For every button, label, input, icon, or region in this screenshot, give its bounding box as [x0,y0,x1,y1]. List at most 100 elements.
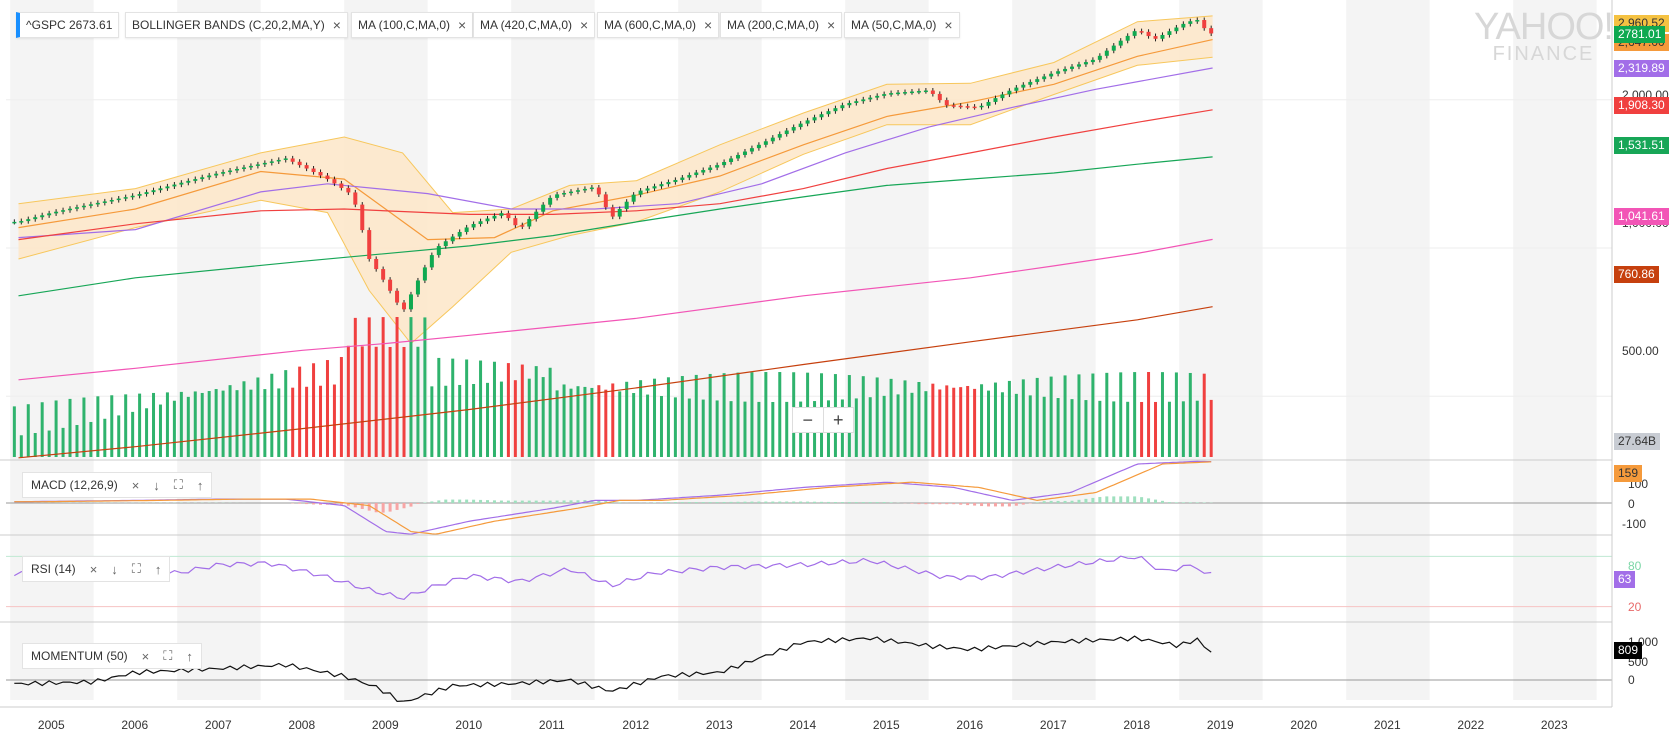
candle-body [255,164,260,166]
close-icon[interactable]: × [944,17,953,33]
momentum-chip[interactable]: MOMENTUM (50) × ⛶ ↑ [22,643,202,669]
expand-icon[interactable]: ⛶ [173,477,183,492]
zoom-in-button[interactable]: + [832,409,844,430]
arrow-up-icon[interactable]: ↑ [196,477,204,493]
volume-bar [256,377,260,457]
volume-bar [903,380,907,457]
indicator-chip-ma200[interactable]: MA (200,C,MA,0) × [720,12,843,38]
candle-body [47,213,52,216]
expand-icon[interactable]: ⛶ [131,561,141,576]
volume-bar [1147,372,1151,457]
volume-bar [305,386,309,457]
volume-bar [479,360,483,457]
arrow-down-icon[interactable]: ↓ [153,477,160,493]
volume-bar [68,398,72,457]
macd-histogram-bar [938,503,942,505]
close-icon[interactable]: × [89,561,98,577]
candle-body [374,258,379,270]
x-tick-label: 2014 [789,718,817,732]
macd-histogram-bar [833,502,837,503]
candle-body [972,106,977,109]
volume-bar [89,421,93,457]
year-band [1179,0,1263,700]
macd-histogram-bar [1195,502,1199,503]
macd-histogram-bar [360,503,364,509]
arrow-up-icon[interactable]: ↑ [186,648,193,664]
macd-histogram-bar [332,503,336,505]
indicator-label: MA (100,C,MA,0) [358,18,451,32]
zoom-control[interactable]: − + [792,407,854,433]
macd-histogram-bar [987,503,991,507]
yahoo-finance-logo: YAHOO! FINANCE [1474,8,1614,64]
macd-histogram-bar [1147,498,1151,503]
volume-bar [597,385,601,457]
candle-body [1104,50,1109,56]
volume-bar [465,359,469,457]
expand-icon[interactable]: ⛶ [163,648,173,663]
arrow-up-icon[interactable]: ↑ [154,561,162,577]
volume-bar [952,387,956,457]
indicator-chip-ma100[interactable]: MA (100,C,MA,0) × [351,12,474,38]
volume-bar [959,387,963,457]
candle-body [1125,35,1130,41]
close-icon[interactable]: × [704,17,713,33]
close-icon[interactable]: × [141,648,150,664]
macd-histogram-bar [618,502,622,503]
candle-body [61,210,66,212]
rsi-axis-20: 20 [1628,600,1642,614]
symbol-chip[interactable]: ^GSPC 2673.61 [16,12,120,38]
volume-bar [757,401,761,457]
close-icon[interactable]: × [458,17,467,33]
close-icon[interactable]: × [827,17,836,33]
macd-histogram-bar [1119,496,1123,503]
candle-body [833,108,838,112]
indicator-chip-bollinger[interactable]: BOLLINGER BANDS (C,20,2,MA,Y) × [125,12,348,38]
volume-bar [722,373,726,457]
volume-bar [47,430,51,457]
candle-body [346,187,351,193]
candle-body [388,279,393,291]
volume-bar [1174,372,1178,457]
volume-bar [743,401,747,457]
volume-bar [430,386,434,457]
macd-histogram-bar [479,499,483,503]
close-icon[interactable]: × [332,17,341,33]
close-icon[interactable]: × [580,17,589,33]
volume-bar [625,381,629,457]
macd-histogram-bar [597,500,601,503]
volume-bar [708,373,712,457]
candle-body [172,184,177,187]
candle-body [443,241,448,247]
macd-histogram-bar [583,500,587,503]
candle-body [158,188,163,191]
candle-body [339,183,344,188]
zoom-out-button[interactable]: − [793,408,824,432]
candle-body [805,120,810,124]
x-tick-label: 2006 [121,718,149,732]
candle-body [645,188,650,191]
volume-bar [666,377,670,457]
macd-chip[interactable]: MACD (12,26,9) × ↓ ⛶ ↑ [22,472,213,498]
candle-body [763,141,768,145]
volume-bar [736,372,740,457]
candle-body [297,161,302,166]
volume-bar [987,390,991,457]
candle-body [1181,23,1186,28]
rsi-chip[interactable]: RSI (14) × ↓ ⛶ ↑ [22,556,171,582]
indicator-chip-ma420[interactable]: MA (420,C,MA,0) × [473,12,596,38]
close-icon[interactable]: × [131,477,140,493]
volume-bar [1042,396,1046,457]
macd-histogram-bar [1140,497,1144,503]
candle-body [221,172,226,174]
macd-histogram-bar [715,502,719,503]
year-band [10,0,94,700]
candle-body [54,211,59,214]
indicator-chip-ma600[interactable]: MA (600,C,MA,0) × [597,12,720,38]
volume-bar [1119,372,1123,457]
volume-bar [1160,372,1164,457]
candle-body [687,175,692,178]
arrow-down-icon[interactable]: ↓ [111,561,118,577]
volume-bar [1063,375,1067,457]
indicator-chip-ma50[interactable]: MA (50,C,MA,0) × [844,12,960,38]
